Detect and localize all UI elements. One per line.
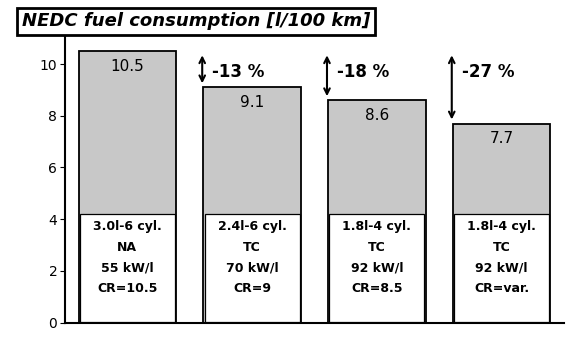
Bar (79, 51, 176, 322)
Text: 9.1: 9.1 (240, 95, 264, 110)
Text: CR=10.5: CR=10.5 (97, 283, 158, 295)
Text: 92 kW/l: 92 kW/l (476, 262, 528, 275)
Bar (328, 100, 425, 322)
Text: 70 kW/l: 70 kW/l (226, 262, 279, 275)
Text: 2.4l-6 cyl.: 2.4l-6 cyl. (218, 220, 287, 234)
Text: 1.8l-4 cyl.: 1.8l-4 cyl. (343, 220, 411, 234)
Text: -27 %: -27 % (462, 63, 514, 81)
FancyBboxPatch shape (80, 214, 175, 322)
Text: -13 %: -13 % (212, 63, 264, 81)
FancyBboxPatch shape (205, 214, 300, 322)
Bar (453, 124, 550, 322)
Text: 1.8l-4 cyl.: 1.8l-4 cyl. (467, 220, 536, 234)
Bar (203, 88, 301, 322)
FancyBboxPatch shape (329, 214, 424, 322)
Text: 55 kW/l: 55 kW/l (101, 262, 154, 275)
Text: TC: TC (493, 241, 510, 254)
FancyBboxPatch shape (455, 214, 549, 322)
Text: 8.6: 8.6 (365, 108, 389, 123)
Text: -18 %: -18 % (337, 63, 389, 81)
Text: 3.0l-6 cyl.: 3.0l-6 cyl. (93, 220, 162, 234)
Text: CR=8.5: CR=8.5 (351, 283, 403, 295)
Text: NA: NA (118, 241, 138, 254)
Text: TC: TC (243, 241, 261, 254)
Text: NEDC fuel consumption [l/100 km]: NEDC fuel consumption [l/100 km] (22, 13, 370, 30)
Text: 7.7: 7.7 (489, 131, 514, 146)
Text: 10.5: 10.5 (110, 59, 144, 74)
Text: 92 kW/l: 92 kW/l (351, 262, 403, 275)
Text: CR=var.: CR=var. (474, 283, 529, 295)
Text: CR=9: CR=9 (233, 283, 271, 295)
Text: TC: TC (368, 241, 386, 254)
